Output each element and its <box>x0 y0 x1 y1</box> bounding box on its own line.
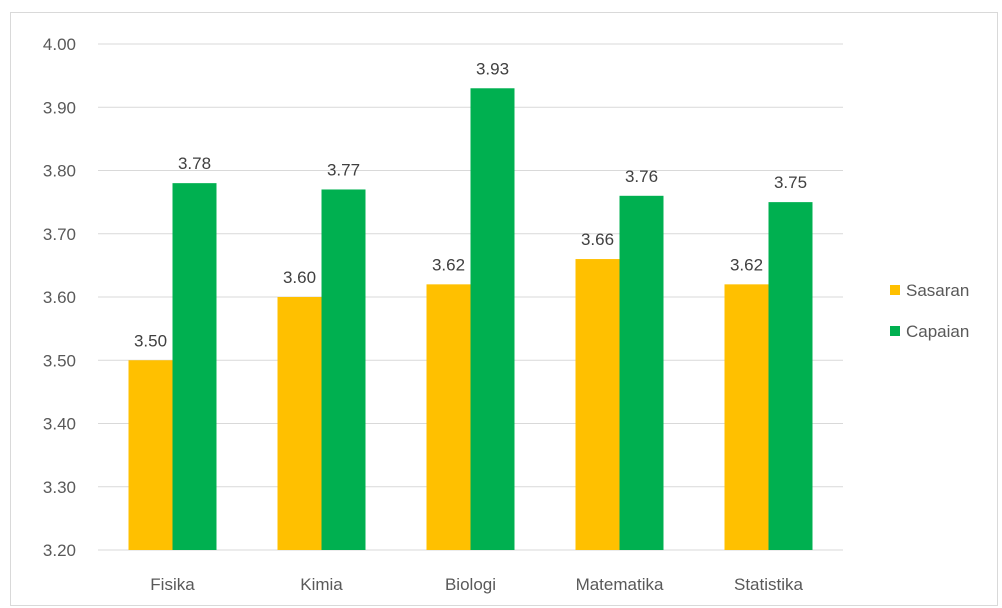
bar-sasaran-fisika <box>128 360 173 550</box>
data-label: 3.66 <box>581 230 614 249</box>
y-tick-label: 3.50 <box>43 351 76 370</box>
y-tick-label: 3.90 <box>43 98 76 117</box>
data-label: 3.62 <box>432 255 465 274</box>
legend-swatch-capaian <box>890 326 900 336</box>
chart-frame <box>10 12 998 606</box>
data-label: 3.77 <box>327 160 360 179</box>
data-label: 3.62 <box>730 255 763 274</box>
x-tick-label: Fisika <box>150 575 195 594</box>
data-label: 3.75 <box>774 173 807 192</box>
y-tick-label: 3.80 <box>43 162 76 181</box>
x-tick-label: Statistika <box>734 575 804 594</box>
y-tick-label: 3.30 <box>43 478 76 497</box>
legend-label-sasaran: Sasaran <box>906 281 969 300</box>
y-tick-label: 3.60 <box>43 288 76 307</box>
data-label: 3.78 <box>178 154 211 173</box>
data-label: 3.50 <box>134 331 167 350</box>
bar-sasaran-kimia <box>277 297 322 550</box>
bar-sasaran-statistika <box>724 284 769 550</box>
legend-label-capaian: Capaian <box>906 322 969 341</box>
legend-swatch-sasaran <box>890 285 900 295</box>
bar-sasaran-biologi <box>426 284 471 550</box>
y-tick-label: 3.40 <box>43 415 76 434</box>
y-tick-label: 3.70 <box>43 225 76 244</box>
y-tick-label: 3.20 <box>43 541 76 560</box>
bar-capaian-matematika <box>619 195 664 551</box>
data-label: 3.93 <box>476 59 509 78</box>
bar-capaian-fisika <box>172 183 217 550</box>
y-tick-label: 4.00 <box>43 35 76 54</box>
bar-sasaran-matematika <box>575 259 620 550</box>
x-tick-label: Matematika <box>576 575 664 594</box>
x-tick-label: Kimia <box>300 575 343 594</box>
bar-capaian-biologi <box>470 88 515 551</box>
bar-capaian-statistika <box>768 202 813 550</box>
data-label: 3.60 <box>283 268 316 287</box>
x-tick-label: Biologi <box>445 575 496 594</box>
bar-capaian-kimia <box>321 189 366 550</box>
data-label: 3.76 <box>625 167 658 186</box>
